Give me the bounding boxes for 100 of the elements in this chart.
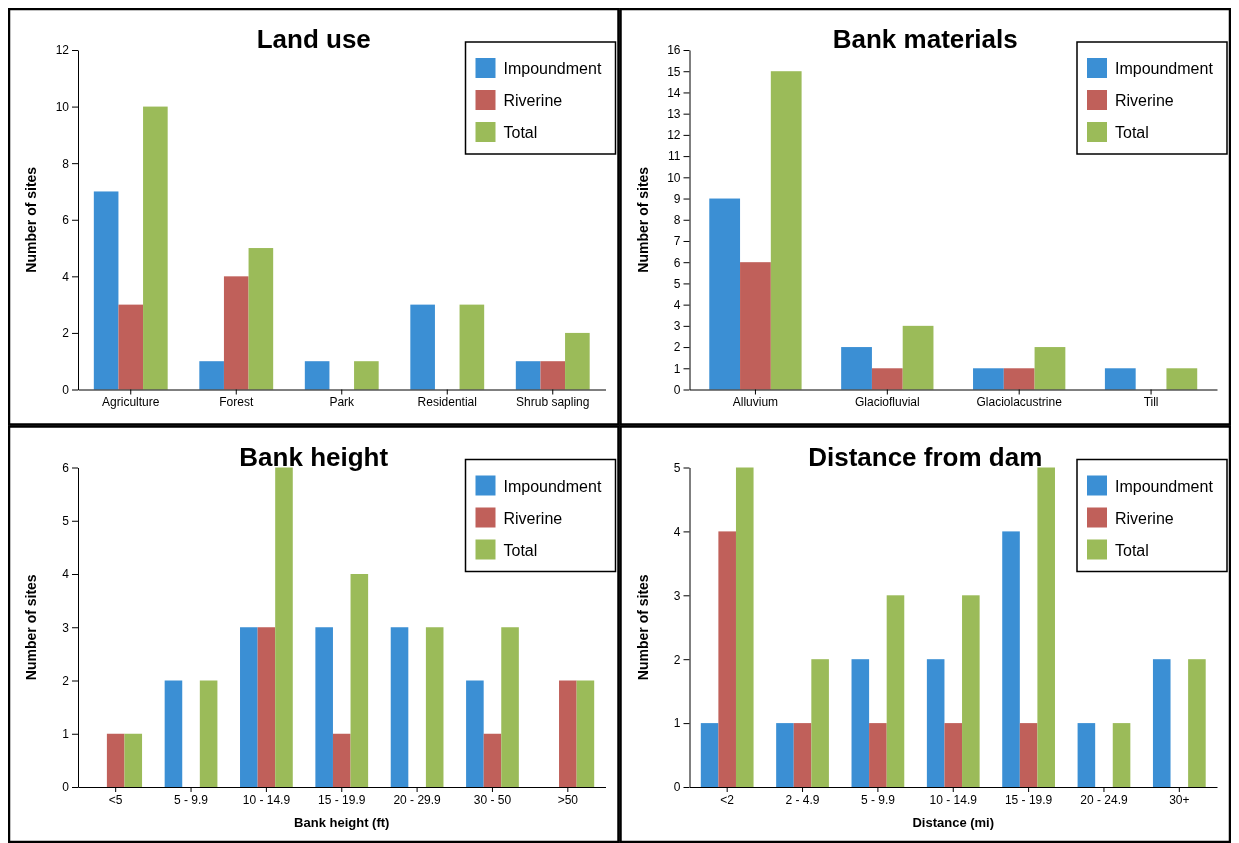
bar <box>886 595 905 787</box>
y-tick-label: 10 <box>55 99 70 114</box>
x-axis-title: Bank height (ft) <box>294 815 390 830</box>
legend-label: Riverine <box>503 92 563 109</box>
y-tick-label: 13 <box>667 107 681 121</box>
x-axis-title: Distance (mi) <box>912 815 995 830</box>
x-tick-label: Glaciolacustrine <box>976 395 1063 410</box>
y-axis-title: Number of sites <box>23 574 39 681</box>
x-tick-label: 20 - 29.9 <box>393 792 442 807</box>
legend-label: Riverine <box>1115 92 1174 109</box>
y-tick-label: 1 <box>673 361 681 376</box>
legend-label: Total <box>503 124 538 141</box>
y-tick-label: 6 <box>673 255 681 270</box>
y-tick-label: 4 <box>673 524 681 539</box>
y-tick-label: 2 <box>673 340 681 355</box>
bar <box>1037 467 1055 787</box>
x-tick-label: 15 - 19.9 <box>318 792 366 807</box>
bar <box>926 659 945 787</box>
x-tick-label: 30 - 50 <box>473 792 512 807</box>
bar <box>199 361 224 390</box>
bar <box>565 332 590 390</box>
bar <box>515 361 541 390</box>
x-tick-label: Glaciofluvial <box>854 395 920 410</box>
y-tick-label: 4 <box>673 297 681 312</box>
legend-label: Impoundment <box>1115 477 1214 495</box>
x-tick-label: 20 - 24.9 <box>1080 792 1128 807</box>
x-tick-label: Park <box>329 395 356 410</box>
y-tick-label: 14 <box>667 85 681 100</box>
chart-title: Bank height <box>239 441 389 472</box>
bar <box>776 723 794 787</box>
x-tick-label: <2 <box>720 792 735 807</box>
legend-label: Impoundment <box>503 60 602 77</box>
bar <box>199 680 218 787</box>
y-tick-label: 12 <box>55 43 70 58</box>
bar <box>576 680 595 787</box>
y-tick-label: 4 <box>62 567 70 582</box>
x-tick-label: Forest <box>219 395 254 410</box>
y-tick-label: 15 <box>667 64 681 79</box>
bar <box>390 627 409 787</box>
chart-title: Bank materials <box>832 24 1018 54</box>
bar <box>93 191 119 390</box>
bar <box>275 467 293 787</box>
bar <box>223 276 249 390</box>
bar <box>425 627 444 787</box>
bar <box>559 680 577 787</box>
bar <box>1166 368 1198 390</box>
bar <box>841 347 872 390</box>
y-tick-label: 2 <box>62 673 70 688</box>
y-axis-title: Number of sites <box>634 166 651 273</box>
y-tick-label: 2 <box>673 652 681 667</box>
bar <box>164 680 183 787</box>
x-tick-label: 5 - 9.9 <box>174 792 209 807</box>
y-tick-label: 10 <box>667 170 681 185</box>
legend-label: Total <box>1115 541 1149 559</box>
y-tick-label: 5 <box>673 276 681 291</box>
bar <box>1002 531 1020 787</box>
bar <box>257 627 276 787</box>
bar <box>354 361 379 390</box>
y-tick-label: 3 <box>673 319 681 334</box>
y-tick-label: 0 <box>673 382 681 397</box>
bar <box>332 733 351 787</box>
y-tick-label: 9 <box>673 191 681 206</box>
bar <box>1077 723 1096 787</box>
bar <box>350 574 369 787</box>
y-tick-label: 0 <box>62 780 70 795</box>
legend-label: Riverine <box>1115 509 1174 527</box>
bar <box>735 467 754 787</box>
x-tick-label: Agriculture <box>102 395 160 410</box>
bar <box>304 361 330 390</box>
bar <box>869 723 887 787</box>
y-tick-label: 1 <box>62 727 70 742</box>
bar <box>944 723 963 787</box>
x-tick-label: Residential <box>417 395 477 410</box>
y-tick-label: 12 <box>667 128 681 143</box>
legend-label: Total <box>503 541 538 559</box>
bar <box>410 304 435 390</box>
y-tick-label: 0 <box>673 780 681 795</box>
y-tick-label: 8 <box>673 213 681 228</box>
bar <box>709 198 741 390</box>
x-tick-label: Shrub sapling <box>516 395 590 410</box>
bar <box>1112 723 1131 787</box>
bar <box>118 304 144 390</box>
legend-label: Riverine <box>503 509 563 527</box>
bar <box>871 368 903 390</box>
x-tick-label: 10 - 14.9 <box>242 792 291 807</box>
legend-label: Impoundment <box>1115 60 1214 77</box>
y-tick-label: 11 <box>668 149 681 164</box>
y-tick-label: 3 <box>62 620 70 635</box>
y-tick-label: 5 <box>62 514 70 529</box>
x-tick-label: 5 - 9.9 <box>860 792 896 807</box>
y-axis-title: Number of sites <box>634 574 651 681</box>
legend-label: Impoundment <box>503 477 602 495</box>
y-tick-label: 8 <box>62 156 70 171</box>
bar <box>124 733 143 787</box>
y-tick-label: 0 <box>62 382 70 397</box>
y-axis-title: Number of sites <box>23 166 39 273</box>
bar <box>248 248 274 390</box>
bar <box>540 361 566 390</box>
bar <box>962 595 980 787</box>
bar <box>1019 723 1038 787</box>
